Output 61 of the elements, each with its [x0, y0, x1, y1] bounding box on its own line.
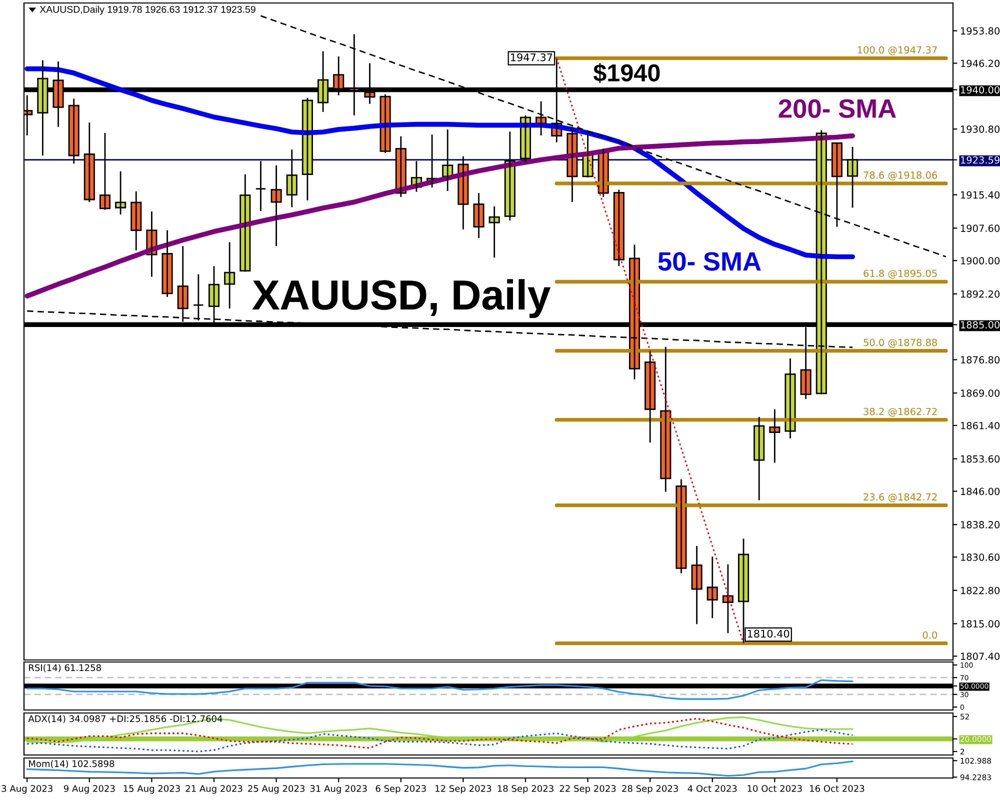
candlestick: [473, 192, 484, 239]
text: XAUUSD, Daily: [252, 279, 550, 318]
candlestick: [722, 564, 734, 634]
candlestick: [831, 142, 842, 228]
chart-title: ADX(14) 34.0987 +DI:25.1856 -DI:12.7604: [28, 715, 222, 724]
series-label: 100.0 @1947.37: [858, 46, 937, 56]
y-tick-label: 1953.80: [961, 27, 1000, 35]
candlestick: [99, 132, 111, 210]
y-tick-label: 1940.00: [961, 86, 1000, 94]
x-tick-label: 18 Sep 2023: [498, 785, 554, 794]
annotation: 1810.40: [748, 630, 790, 638]
y-tick-label: 1930.80: [961, 125, 1000, 133]
y-tick-label: 1876.80: [961, 356, 1000, 364]
line-series: [26, 716, 854, 744]
x-tick-label: 28 Sep 2023: [622, 785, 678, 794]
y-tick-label: 1907.60: [961, 224, 1000, 232]
x-tick-label: 25 Aug 2023: [248, 785, 304, 794]
series-label: 23.6 @1842.72: [864, 493, 937, 502]
line-series: [26, 760, 854, 777]
x-tick-label: 6 Sep 2023: [376, 785, 426, 794]
series-label: 200- SMA: [778, 99, 896, 118]
y-tick-label: 1946.20: [961, 60, 1000, 68]
series-label: 61.8 @1895.05: [864, 270, 937, 279]
x-tick-label: 22 Sep 2023: [560, 785, 616, 794]
series-label: 78.6 @1918.06: [864, 171, 938, 180]
x-tick-label: 9 Aug 2023: [64, 785, 115, 794]
x-tick-label: 16 Oct 2023: [810, 785, 864, 792]
x-tick-label: 10 Oct 2023: [748, 785, 802, 792]
chart-title: RSI(14) 61.1258: [29, 664, 101, 672]
ref-line-label: $1940: [593, 63, 660, 84]
y-tick-label: 1885.00: [961, 321, 1000, 328]
y-tick-label: 1846.00: [961, 488, 1000, 496]
y-tick-label: 1822.80: [961, 586, 1000, 594]
series-label: 0.0: [922, 631, 938, 639]
y-tick-label: 1892.20: [961, 290, 1000, 298]
y-tick-label: 1900.00: [961, 257, 1000, 264]
series-label: 50.0 @1878.88: [864, 338, 937, 348]
y-tick-label: 1853.60: [961, 455, 1000, 463]
y-tick-label: 1838.20: [961, 521, 1000, 528]
x-tick-label: 3 Aug 2023: [2, 785, 52, 794]
chart-title: Mom(14) 102.5898: [29, 760, 114, 768]
x-tick-label: 4 Oct 2023: [688, 785, 737, 792]
x-tick-label: 12 Sep 2023: [436, 785, 492, 794]
x-tick-label: 21 Aug 2023: [186, 785, 242, 794]
line-series: [26, 729, 854, 752]
candlestick: [847, 146, 858, 208]
y-tick-label: 1923.59: [961, 156, 1000, 164]
candlestick: [255, 160, 266, 212]
y-tick-label: 1861.40: [961, 422, 1000, 430]
series-label: 38.2 @1862.72: [864, 408, 937, 417]
y-tick-label: 1915.40: [961, 191, 1000, 199]
y-tick-label: 1815.00: [961, 620, 1000, 628]
x-tick-label: 31 Aug 2023: [310, 785, 367, 794]
y-tick-label: 1869.00: [961, 389, 1000, 397]
series-label: 50- SMA: [658, 252, 761, 271]
y-tick-label: 1807.40: [961, 652, 1000, 660]
chart-subtitle: XAUUSD,Daily 1919.78 1926.63 1912.37 1923.59: [40, 6, 256, 15]
line-series: [26, 679, 854, 700]
annotation: 1947.37: [511, 53, 552, 62]
x-tick-label: 15 Aug 2023: [124, 785, 180, 794]
y-tick-label: 1830.60: [961, 554, 1000, 561]
